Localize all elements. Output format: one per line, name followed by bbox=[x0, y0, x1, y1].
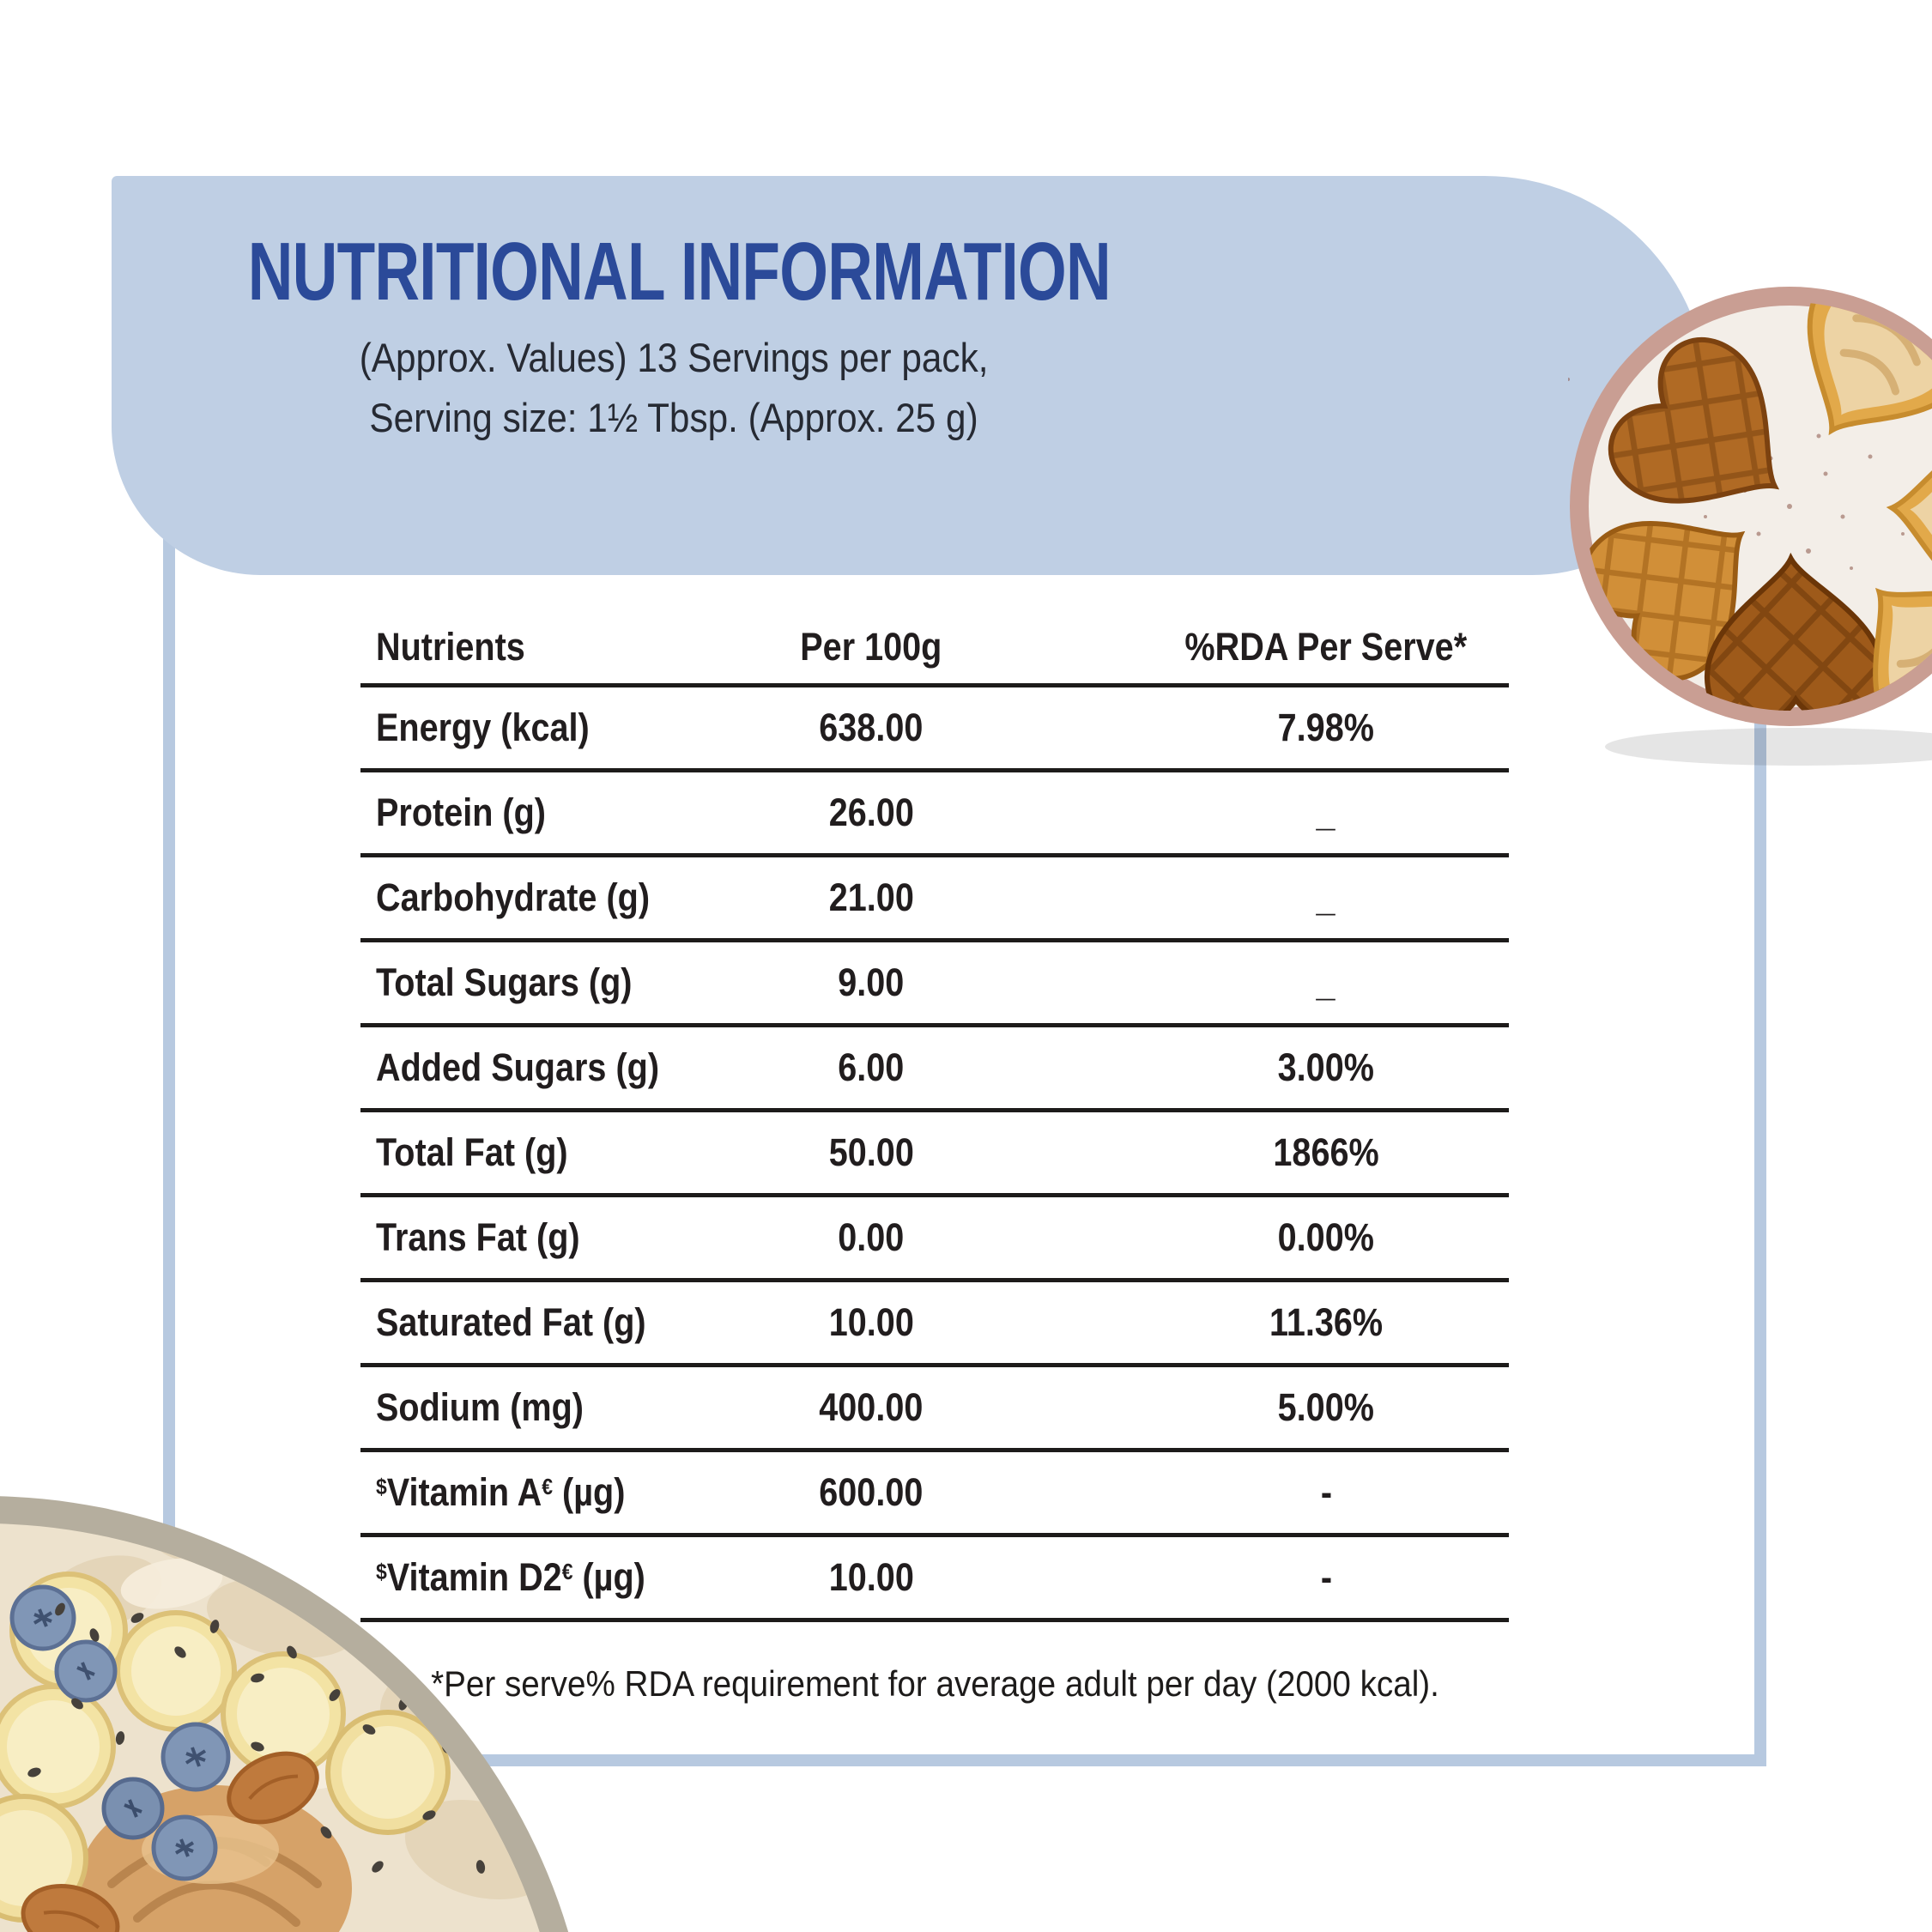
table-row: Protein (g) 26.00 _ bbox=[360, 772, 1509, 857]
table-row: Energy (kcal) 638.00 7.98% bbox=[360, 687, 1509, 772]
rda-cell: 1866% bbox=[1273, 1130, 1379, 1174]
serving-info-line1: (Approx. Values) 13 Servings per pack, bbox=[359, 334, 989, 380]
header: NUTRITIONAL INFORMATION (Approx. Values)… bbox=[112, 176, 1236, 449]
per100g-cell: 50.00 bbox=[828, 1130, 914, 1174]
serving-info: (Approx. Values) 13 Servings per pack, S… bbox=[112, 328, 1236, 449]
waffle-plate-photo bbox=[1568, 287, 1932, 766]
rda-cell: 0.00% bbox=[1277, 1215, 1375, 1259]
table-body: Energy (kcal) 638.00 7.98% Protein (g) 2… bbox=[360, 687, 1509, 1622]
table-row: $Vitamin D2€ (µg) 10.00 - bbox=[360, 1537, 1509, 1622]
per100g-cell: 10.00 bbox=[828, 1555, 914, 1599]
rda-cell: 11.36% bbox=[1269, 1300, 1384, 1344]
table-row: Trans Fat (g) 0.00 0.00% bbox=[360, 1197, 1509, 1282]
rda-cell: - bbox=[1320, 1470, 1332, 1514]
nutrient-cell: Protein (g) bbox=[376, 790, 546, 834]
nutrient-cell: Energy (kcal) bbox=[376, 706, 590, 749]
per100g-cell: 638.00 bbox=[819, 706, 924, 749]
nutrient-cell: Total Fat (g) bbox=[376, 1130, 568, 1174]
rda-cell: _ bbox=[1316, 875, 1336, 919]
column-header-per100g: Per 100g bbox=[800, 625, 942, 669]
rda-cell: _ bbox=[1316, 960, 1336, 1004]
rda-cell: 7.98% bbox=[1277, 706, 1375, 749]
page-title: NUTRITIONAL INFORMATION bbox=[247, 226, 1111, 318]
table-header-row: Nutrients Per 100g %RDA Per Serve* bbox=[360, 611, 1509, 687]
header-banner bbox=[112, 176, 1708, 575]
nutrient-cell: Sodium (mg) bbox=[376, 1385, 584, 1429]
rda-cell: - bbox=[1320, 1555, 1332, 1599]
nutrient-cell: $Vitamin D2€ (µg) bbox=[376, 1555, 645, 1599]
nutrient-cell: Total Sugars (g) bbox=[376, 960, 633, 1004]
rda-cell: _ bbox=[1316, 790, 1336, 834]
nutrient-cell: Carbohydrate (g) bbox=[376, 875, 651, 919]
nutrient-cell: Trans Fat (g) bbox=[376, 1215, 580, 1259]
table-row: $Vitamin A€ (µg) 600.00 - bbox=[360, 1452, 1509, 1537]
per100g-cell: 600.00 bbox=[819, 1470, 924, 1514]
table-row: Saturated Fat (g) 10.00 11.36% bbox=[360, 1282, 1509, 1367]
nutrient-cell: Added Sugars (g) bbox=[376, 1045, 660, 1089]
per100g-cell: 10.00 bbox=[828, 1300, 914, 1344]
rda-cell: 5.00% bbox=[1277, 1385, 1375, 1429]
nutrition-table: Nutrients Per 100g %RDA Per Serve* Energ… bbox=[360, 611, 1509, 1622]
nutrient-cell: Saturated Fat (g) bbox=[376, 1300, 646, 1344]
per100g-cell: 400.00 bbox=[819, 1385, 924, 1429]
per100g-cell: 6.00 bbox=[838, 1045, 905, 1089]
table-row: Sodium (mg) 400.00 5.00% bbox=[360, 1367, 1509, 1452]
per100g-cell: 21.00 bbox=[828, 875, 914, 919]
rda-cell: 3.00% bbox=[1277, 1045, 1375, 1089]
table-row: Total Sugars (g) 9.00 _ bbox=[360, 942, 1509, 1027]
per100g-cell: 0.00 bbox=[838, 1215, 905, 1259]
per100g-cell: 9.00 bbox=[838, 960, 905, 1004]
table-row: Added Sugars (g) 6.00 3.00% bbox=[360, 1027, 1509, 1112]
rda-footnote: *Per serve% RDA requirement for average … bbox=[430, 1663, 1439, 1704]
serving-info-line2: Serving size: 1½ Tbsp. (Approx. 25 g) bbox=[369, 395, 978, 441]
table-row: Total Fat (g) 50.00 1866% bbox=[360, 1112, 1509, 1197]
column-header-nutrients: Nutrients bbox=[376, 625, 525, 669]
column-header-rda: %RDA Per Serve* bbox=[1184, 625, 1468, 669]
nutrient-cell: $Vitamin A€ (µg) bbox=[376, 1470, 626, 1514]
table-row: Carbohydrate (g) 21.00 _ bbox=[360, 857, 1509, 942]
oatmeal-bowl-photo bbox=[0, 1496, 568, 1932]
per100g-cell: 26.00 bbox=[828, 790, 914, 834]
